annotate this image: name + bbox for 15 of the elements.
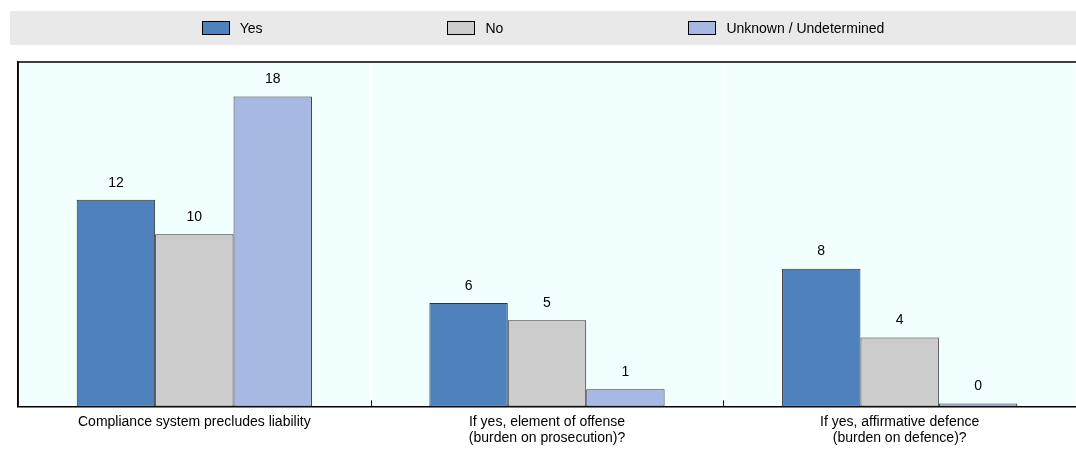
data-label: 1: [621, 363, 630, 380]
data-label: 12: [108, 173, 124, 190]
data-label: 10: [186, 208, 203, 225]
x-tick-label: If yes, element of offense (burden on prosecution)?: [468, 412, 626, 446]
data-label: 8: [817, 242, 826, 259]
data-label: 5: [543, 294, 552, 311]
data-label: 4: [895, 311, 904, 328]
data-label: 6: [464, 276, 473, 293]
data-label: 0: [974, 377, 983, 394]
x-tick-label: If yes, affirmative defence (burden on defence)?: [820, 412, 980, 446]
data-label: 18: [264, 70, 281, 87]
legend-label: Yes: [239, 20, 263, 36]
legend-label: No: [485, 20, 504, 36]
x-tick-label: Compliance system precludes liability: [78, 412, 311, 429]
legend-label: Unknown / Undetermined: [726, 20, 885, 36]
